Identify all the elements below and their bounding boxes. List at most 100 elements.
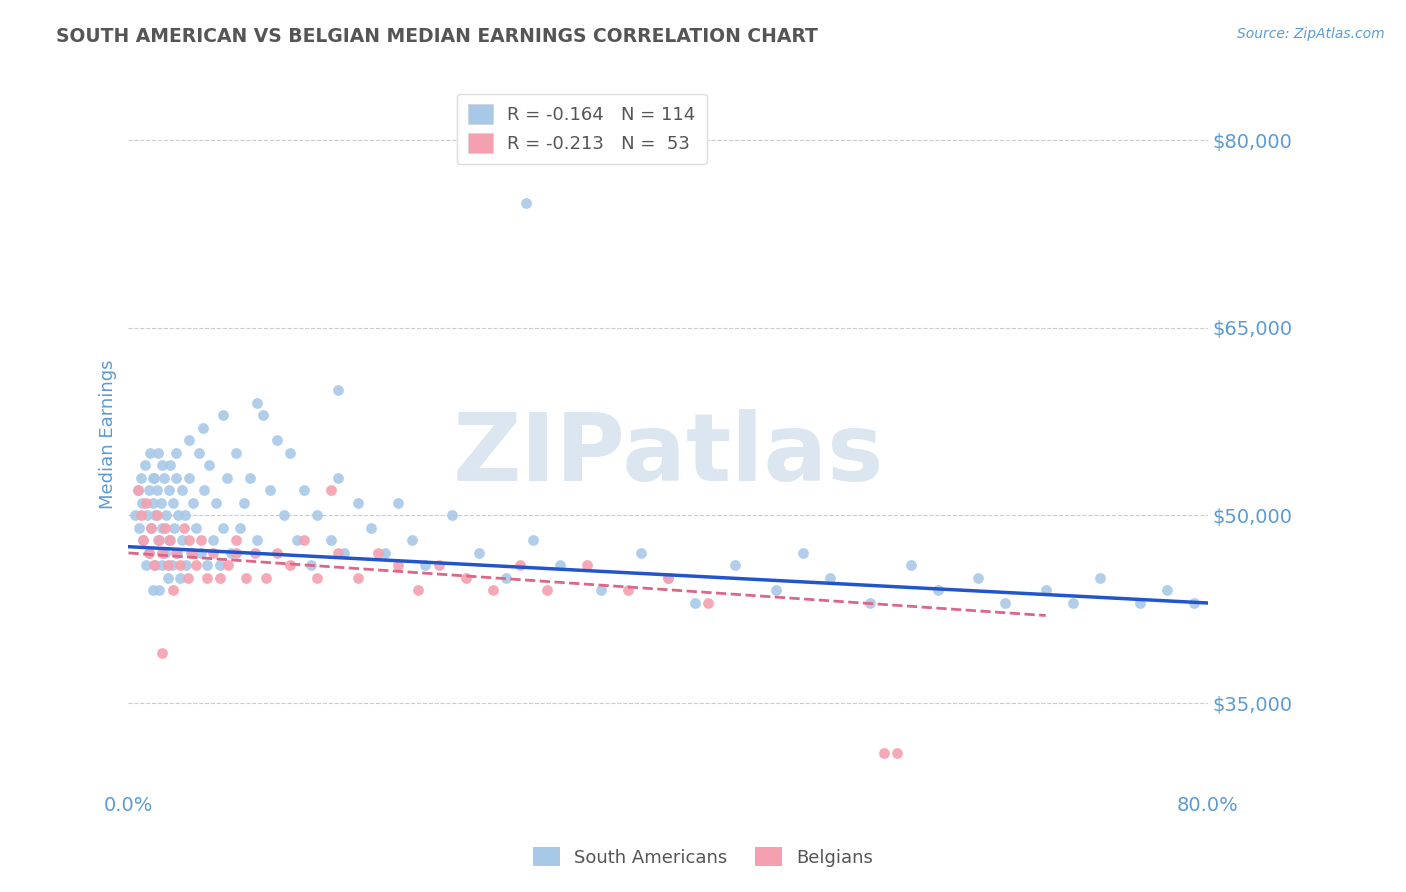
Point [246,533,269,548]
Point [150,558,173,573]
Point [148,533,170,548]
Point [129,508,152,523]
Point [132,533,155,548]
Point [859,596,882,610]
Point [191,421,214,435]
Point [205,496,228,510]
Point [1129,596,1152,610]
Point [143,471,166,485]
Point [967,571,990,585]
Point [202,546,225,560]
Point [169,558,191,573]
Point [156,571,179,585]
Point [150,521,173,535]
Point [225,546,247,560]
Point [873,746,896,760]
Point [266,434,288,448]
Point [683,596,706,610]
Point [217,558,239,573]
Point [215,471,238,485]
Text: Source: ZipAtlas.com: Source: ZipAtlas.com [1237,27,1385,41]
Point [148,583,170,598]
Point [152,471,174,485]
Point [202,533,225,548]
Point [273,508,295,523]
Point [515,195,537,210]
Point [141,521,163,535]
Point [367,546,389,560]
Y-axis label: Median Earnings: Median Earnings [100,359,117,508]
Point [142,496,165,510]
Point [326,384,349,398]
Point [212,409,235,423]
Point [153,521,176,535]
Point [495,571,517,585]
Point [1062,596,1084,610]
Point [184,558,207,573]
Point [150,646,173,660]
Point [138,546,160,560]
Point [292,483,315,498]
Point [994,596,1017,610]
Point [150,458,173,473]
Point [229,521,252,535]
Text: SOUTH AMERICAN VS BELGIAN MEDIAN EARNINGS CORRELATION CHART: SOUTH AMERICAN VS BELGIAN MEDIAN EARNING… [56,27,818,45]
Point [138,546,160,560]
Point [209,558,232,573]
Point [157,483,180,498]
Point [195,571,218,585]
Point [522,533,544,548]
Point [167,508,190,523]
Point [150,546,173,560]
Point [374,546,396,560]
Text: ZIPatlas: ZIPatlas [453,409,884,501]
Point [163,521,186,535]
Point [441,508,464,523]
Point [259,483,281,498]
Point [142,471,165,485]
Point [149,496,172,510]
Point [299,558,322,573]
Point [135,496,157,510]
Point [225,533,247,548]
Point [536,583,558,598]
Point [900,558,922,573]
Point [292,533,315,548]
Point [190,546,212,560]
Point [124,508,146,523]
Point [246,396,269,410]
Point [589,583,612,598]
Point [548,558,571,573]
Point [146,446,169,460]
Point [427,558,450,573]
Point [143,558,166,573]
Point [174,508,197,523]
Point [134,458,156,473]
Point [139,446,162,460]
Point [481,583,503,598]
Point [184,521,207,535]
Point [187,446,209,460]
Point [408,583,430,598]
Point [346,496,368,510]
Point [146,533,169,548]
Point [179,471,201,485]
Point [166,546,188,560]
Point [319,533,342,548]
Point [179,434,201,448]
Point [177,571,200,585]
Point [146,483,169,498]
Point [927,583,949,598]
Point [127,483,149,498]
Point [142,583,165,598]
Point [697,596,720,610]
Point [1182,596,1205,610]
Point [160,558,183,573]
Point [162,496,184,510]
Point [630,546,652,560]
Point [145,508,167,523]
Point [157,533,180,548]
Point [141,521,163,535]
Point [159,533,181,548]
Point [319,483,342,498]
